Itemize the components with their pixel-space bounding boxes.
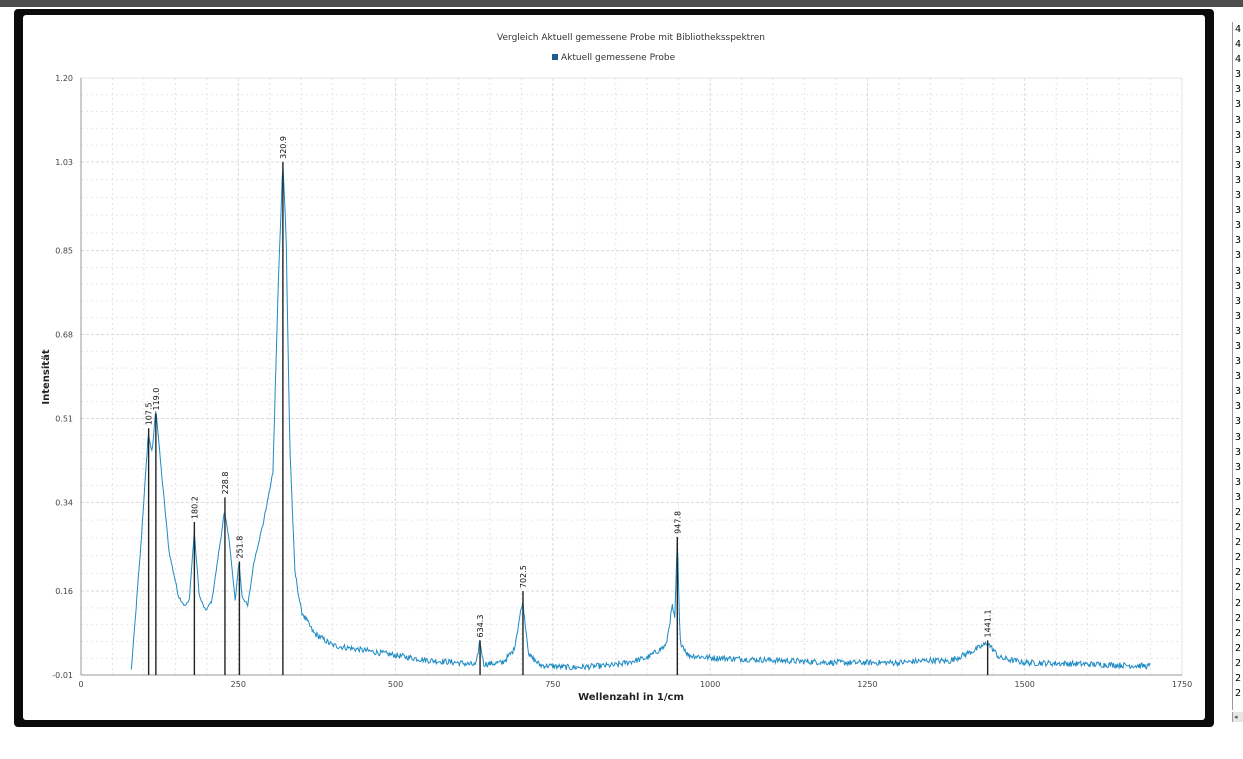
- side-list-row[interactable]: 3: [1235, 295, 1242, 307]
- side-list-row[interactable]: 2: [1235, 582, 1242, 594]
- peak-marker-label: 107.5: [145, 402, 154, 425]
- window-top-bar: [0, 0, 1243, 7]
- side-list-row[interactable]: 3: [1235, 129, 1242, 141]
- scroll-left-icon[interactable]: ◂: [1232, 712, 1243, 722]
- side-list-row[interactable]: 3: [1235, 416, 1242, 428]
- side-list-row[interactable]: 2: [1235, 627, 1242, 639]
- side-list-row[interactable]: 2: [1235, 507, 1242, 518]
- side-list-row[interactable]: 3: [1235, 84, 1242, 96]
- chart-title: Vergleich Aktuell gemessene Probe mit Bi…: [497, 33, 765, 43]
- series-layer: [130, 168, 1151, 672]
- side-list-row[interactable]: 2: [1235, 522, 1242, 534]
- side-list-row[interactable]: 3: [1235, 431, 1242, 443]
- peak-marker-label: 180.2: [190, 496, 199, 519]
- x-tick-label: 250: [231, 680, 246, 689]
- side-list-row[interactable]: 3: [1235, 325, 1242, 337]
- side-list-row[interactable]: 2: [1235, 537, 1242, 549]
- grid-lines: [80, 77, 1183, 676]
- peak-marker-label: 702.5: [519, 565, 528, 588]
- x-tick-label: 0: [78, 680, 83, 689]
- x-tick-label: 1000: [700, 680, 720, 689]
- y-tick-label: 0.68: [55, 331, 73, 340]
- side-list-row[interactable]: 3: [1235, 250, 1242, 262]
- peak-marker-label: 634.3: [476, 615, 485, 638]
- y-tick-label: 1.20: [55, 74, 73, 83]
- x-tick-label: 750: [545, 680, 560, 689]
- side-list-row[interactable]: 3: [1235, 235, 1242, 247]
- side-list-row[interactable]: 3: [1235, 220, 1242, 232]
- side-value-list[interactable]: 4 4 4 3 3 3 3 3 3 3 3 3 3 3 3 3 3 3 3 3 3 3 3 3 3 3 3 3 3 3 3 3 2 2 2 2 2 2 2 2…: [1232, 22, 1243, 710]
- peak-marker-label: 228.8: [221, 471, 230, 494]
- side-list-row[interactable]: 2: [1235, 597, 1242, 609]
- y-tick-label: 0.34: [55, 498, 73, 507]
- y-tick-label: 0.51: [55, 414, 73, 423]
- side-list-row[interactable]: 3: [1235, 340, 1242, 352]
- x-tick-label: 1500: [1015, 680, 1035, 689]
- y-tick-label: -0.01: [52, 671, 73, 680]
- y-tick-label: 1.03: [55, 158, 73, 167]
- side-list-row[interactable]: 2: [1235, 673, 1242, 685]
- y-tick-label: 0.16: [55, 587, 73, 596]
- side-list-row[interactable]: 3: [1235, 476, 1242, 488]
- spectrum-chart: 0 250 500 750 1000 1250 1500 1750 -0.01 0.16 0.34 0…: [41, 33, 1192, 703]
- side-list-row[interactable]: 3: [1235, 205, 1242, 217]
- peak-marker-label: 947.8: [673, 511, 682, 534]
- side-list-row[interactable]: 4: [1235, 39, 1242, 51]
- peak-marker-label: 1441.1: [984, 609, 993, 637]
- side-list-row[interactable]: 3: [1235, 356, 1242, 368]
- y-axis-label: Intensität: [41, 349, 52, 404]
- x-tick-label: 500: [388, 680, 403, 689]
- side-list-row[interactable]: 3: [1235, 461, 1242, 473]
- side-list-row[interactable]: 3: [1235, 190, 1242, 202]
- side-list-row[interactable]: 3: [1235, 280, 1242, 292]
- side-list-row[interactable]: 4: [1235, 54, 1242, 66]
- side-list-row[interactable]: 2: [1235, 657, 1242, 669]
- spectrum-line: [130, 168, 1151, 672]
- side-list-row[interactable]: 3: [1235, 401, 1242, 413]
- side-list-row[interactable]: 2: [1235, 567, 1242, 579]
- side-list-row[interactable]: 3: [1235, 491, 1242, 503]
- x-axis-label: Wellenzahl in 1/cm: [578, 692, 684, 703]
- y-tick-label: 0.85: [55, 247, 73, 256]
- peak-marker-label: 119.0: [152, 388, 161, 411]
- side-list-row[interactable]: 3: [1235, 159, 1242, 171]
- axes: [80, 78, 1182, 676]
- side-list-row[interactable]: 3: [1235, 265, 1242, 277]
- side-list-row[interactable]: 3: [1235, 144, 1242, 156]
- plot-area-border: [80, 77, 1183, 676]
- tick-labels: 0 250 500 750 1000 1250 1500 1750 -0.01 0.16 0.34 0…: [52, 74, 1192, 689]
- x-tick-label: 1750: [1172, 680, 1192, 689]
- side-list-row[interactable]: 3: [1235, 310, 1242, 322]
- peak-marker-label: 320.9: [279, 136, 288, 159]
- chart-panel: 0 250 500 750 1000 1250 1500 1750 -0.01 0.16 0.34 0…: [23, 15, 1205, 720]
- side-list-row[interactable]: 3: [1235, 99, 1242, 111]
- legend-label: Aktuell gemessene Probe: [561, 53, 676, 63]
- side-list-row[interactable]: 3: [1235, 386, 1242, 398]
- chart-window-frame: 0 250 500 750 1000 1250 1500 1750 -0.01 0.16 0.34 0…: [14, 9, 1214, 727]
- side-list-row[interactable]: 3: [1235, 371, 1242, 383]
- side-list-row[interactable]: 3: [1235, 69, 1242, 81]
- side-list-row[interactable]: 4: [1235, 24, 1242, 35]
- side-list-row[interactable]: 3: [1235, 446, 1242, 458]
- peak-marker-label: 251.8: [235, 536, 244, 559]
- side-list-row[interactable]: 2: [1235, 688, 1242, 700]
- legend-square-icon: [552, 54, 558, 60]
- side-list-row[interactable]: 2: [1235, 642, 1242, 654]
- side-list-row[interactable]: 2: [1235, 552, 1242, 564]
- x-tick-label: 1250: [857, 680, 877, 689]
- side-list-row[interactable]: 2: [1235, 612, 1242, 624]
- side-list-row[interactable]: 3: [1235, 114, 1242, 126]
- side-list-row[interactable]: 3: [1235, 174, 1242, 186]
